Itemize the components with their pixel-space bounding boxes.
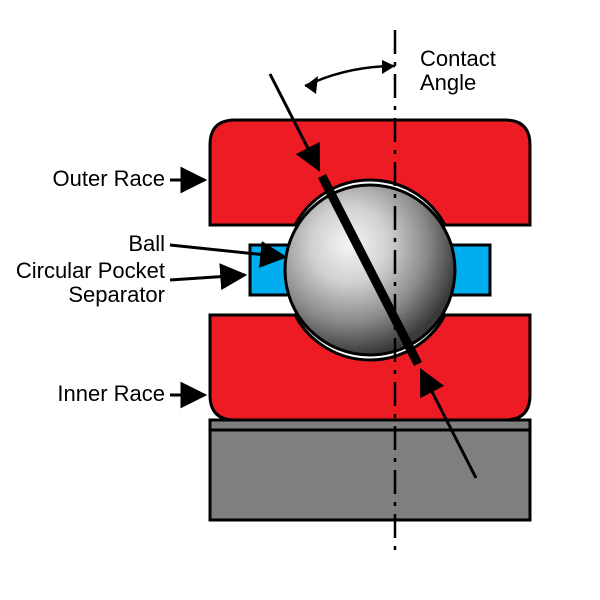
separator-label-line2: Separator (68, 282, 165, 307)
bearing-diagram: Outer Race Ball Circular Pocket Separato… (0, 0, 600, 600)
inner-race-label: Inner Race (57, 381, 165, 406)
separator-label-line1: Circular Pocket (16, 258, 165, 283)
contact-angle-label-line2: Angle (420, 70, 476, 95)
contact-angle-label-line1: Contact (420, 46, 496, 71)
ball-label: Ball (128, 231, 165, 256)
outer-race-label: Outer Race (53, 166, 166, 191)
contact-angle-arc (305, 66, 395, 86)
separator-leader (170, 275, 245, 280)
shaft-block (210, 430, 530, 520)
